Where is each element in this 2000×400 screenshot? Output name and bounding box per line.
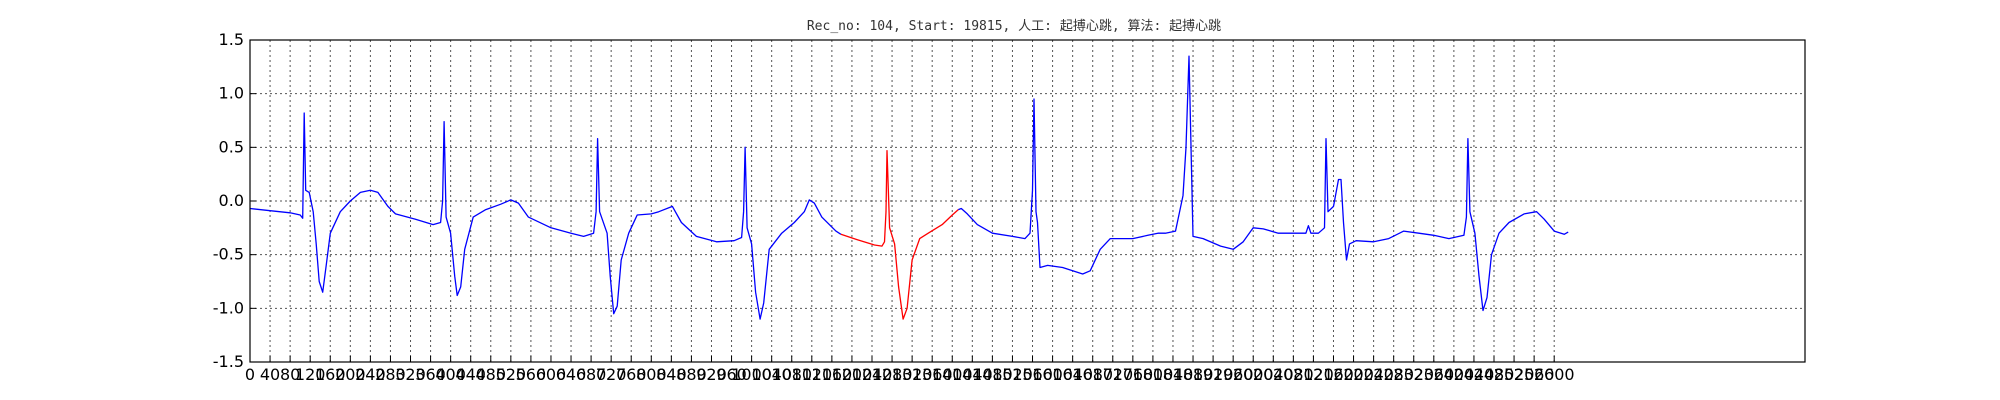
- x-tick-label: 80: [280, 365, 300, 384]
- x-tick-label: 1040: [751, 365, 792, 384]
- x-tick-label: 760: [616, 365, 647, 384]
- x-axis: 0 40 8012016020024028032036040044048052056…: [245, 356, 1575, 384]
- y-tick-label: 1.5: [219, 30, 244, 49]
- x-tick-label: 2200: [1333, 365, 1374, 384]
- x-tick-label: 2520: [1494, 365, 1535, 384]
- x-tick-label: 520: [496, 365, 527, 384]
- x-tick-label: 600: [536, 365, 567, 384]
- x-tick-label: 1800: [1133, 365, 1174, 384]
- x-tick-label: 2480: [1474, 365, 1515, 384]
- x-tick-label: 440: [455, 365, 486, 384]
- x-tick-label: 1640: [1052, 365, 1093, 384]
- x-tick-label: 1400: [932, 365, 973, 384]
- x-tick-label: 280: [375, 365, 406, 384]
- x-tick-label: 2080: [1273, 365, 1314, 384]
- x-tick-label: 1480: [972, 365, 1013, 384]
- x-tick-label: 1360: [912, 365, 953, 384]
- x-tick-label: 2400: [1434, 365, 1475, 384]
- x-tick-label: 2560: [1514, 365, 1555, 384]
- x-tick-label: 1880: [1173, 365, 1214, 384]
- x-tick-label: 840: [656, 365, 687, 384]
- x-tick-label: 680: [576, 365, 607, 384]
- x-tick-label: 1280: [872, 365, 913, 384]
- x-tick-label: 320: [395, 365, 426, 384]
- y-tick-label: 1.0: [219, 84, 244, 103]
- x-tick-label: 1520: [992, 365, 1033, 384]
- x-tick-label: 1240: [852, 365, 893, 384]
- ecg-series-line-1: [840, 149, 959, 320]
- x-tick-label: 400: [435, 365, 466, 384]
- x-tick-label: 1200: [832, 365, 873, 384]
- x-tick-label: 1320: [892, 365, 933, 384]
- x-tick-label: 720: [596, 365, 627, 384]
- x-tick-label: 2000: [1233, 365, 1274, 384]
- x-tick-label: 160: [315, 365, 346, 384]
- x-tick-label: 560: [516, 365, 547, 384]
- x-tick-label: 2280: [1373, 365, 1414, 384]
- x-tick-label: 1920: [1193, 365, 1234, 384]
- x-tick-label: 1600: [1032, 365, 1073, 384]
- x-tick-label: 480: [476, 365, 507, 384]
- y-tick-label: -0.5: [213, 245, 244, 264]
- x-tick-label: 1120: [791, 365, 832, 384]
- x-tick-label: 1680: [1072, 365, 1113, 384]
- x-tick-label: 1760: [1112, 365, 1153, 384]
- x-tick-label: 800: [636, 365, 667, 384]
- x-tick-label: 1720: [1092, 365, 1133, 384]
- x-tick-label: 360: [415, 365, 446, 384]
- y-axis: 1.5 1.0 0.5 0.0 -0.5 -1.0 -1.5: [213, 30, 256, 371]
- x-tick-label: 2600: [1534, 365, 1575, 384]
- x-tick-label: 1160: [812, 365, 853, 384]
- x-tick-label: 880: [676, 365, 707, 384]
- x-tick-label: 640: [556, 365, 587, 384]
- grid-lines: [249, 39, 1805, 363]
- chart-title: Rec_no: 104, Start: 19815, 人工: 起搏心跳, 算法:…: [807, 18, 1221, 34]
- x-tick-label: 920: [696, 365, 727, 384]
- x-tick-label: 2120: [1293, 365, 1334, 384]
- x-tick-label: 1560: [1012, 365, 1053, 384]
- x-tick-label: 1960: [1213, 365, 1254, 384]
- x-tick-label: 1440: [952, 365, 993, 384]
- x-tick-label: 2240: [1353, 365, 1394, 384]
- x-tick-label: 2040: [1253, 365, 1294, 384]
- x-tick-label: 960: [716, 365, 747, 384]
- x-tick-label: 2360: [1413, 365, 1454, 384]
- x-tick-label: 0: [245, 365, 255, 384]
- ecg-series-line-0: [249, 112, 842, 320]
- x-tick-label: 40: [260, 365, 280, 384]
- x-tick-label: 200: [335, 365, 366, 384]
- x-tick-label: 2440: [1454, 365, 1495, 384]
- x-tick-label: 2320: [1393, 365, 1434, 384]
- x-tick-label: 120: [295, 365, 326, 384]
- y-tick-label: 0.0: [219, 191, 244, 210]
- x-tick-label: 2160: [1313, 365, 1354, 384]
- x-tick-label: 1080: [771, 365, 812, 384]
- series-layer: [249, 55, 1569, 320]
- x-tick-label: 1000: [731, 365, 772, 384]
- y-tick-label: -1.0: [213, 298, 244, 317]
- ecg-series-line-2: [958, 55, 1569, 312]
- x-tick-label: 1840: [1153, 365, 1194, 384]
- x-tick-label: 240: [355, 365, 386, 384]
- y-tick-label: -1.5: [213, 352, 244, 371]
- y-tick-label: 0.5: [219, 137, 244, 156]
